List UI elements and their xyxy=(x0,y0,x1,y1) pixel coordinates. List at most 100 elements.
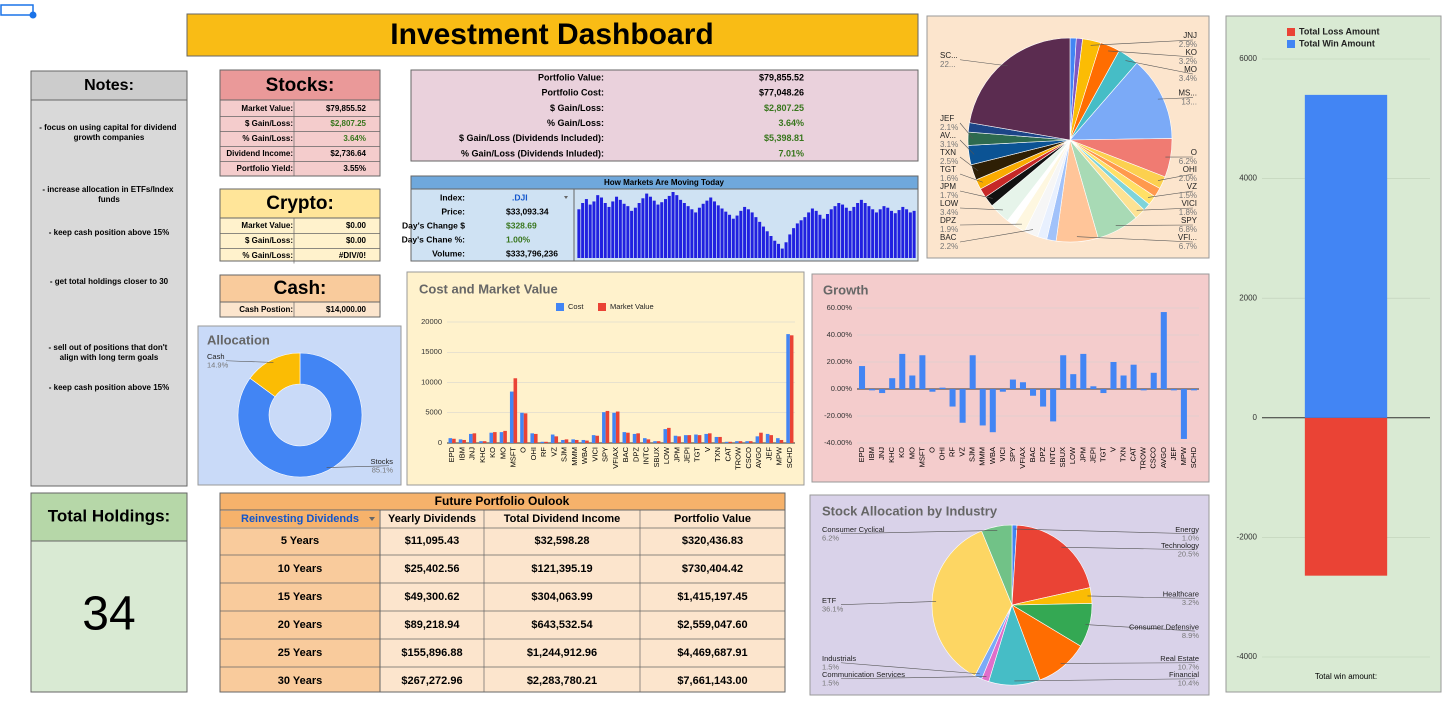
slice-label: VICI xyxy=(1181,199,1197,208)
bar xyxy=(1160,312,1167,389)
y-tick-label: 20.00% xyxy=(827,357,853,366)
leader-line xyxy=(1136,207,1194,211)
leader-line xyxy=(1157,173,1194,181)
legend-swatch xyxy=(1287,28,1295,36)
bar xyxy=(540,441,545,443)
bar xyxy=(632,433,637,443)
bar xyxy=(728,441,733,443)
leader-line xyxy=(959,156,979,172)
slice-label: MO xyxy=(1184,65,1197,74)
stocks-header xyxy=(219,69,381,101)
table-cell: $643,532.54 xyxy=(531,619,593,631)
spark-bar xyxy=(754,217,758,258)
legend-swatch xyxy=(598,303,606,311)
slice-value: 3.2% xyxy=(1182,598,1199,607)
bar xyxy=(656,441,661,443)
spark-bar xyxy=(645,193,649,258)
x-tick-label: INTC xyxy=(1048,446,1057,464)
x-tick-label: SJM xyxy=(560,447,569,462)
spark-bar xyxy=(825,214,829,258)
slice-value: 2.9% xyxy=(1179,40,1197,49)
slice-label: JNJ xyxy=(1183,31,1197,40)
crypto-header xyxy=(219,188,381,219)
spark-bar xyxy=(874,212,878,258)
spark-bar xyxy=(660,202,664,258)
x-tick-label: CSCO xyxy=(1149,447,1158,469)
bar xyxy=(612,412,616,443)
bar xyxy=(1009,379,1016,389)
spark-bar xyxy=(679,199,683,258)
spark-bar xyxy=(799,220,803,258)
legend-swatch xyxy=(1287,40,1295,48)
x-tick-label: TROW xyxy=(734,446,743,470)
pie-slice xyxy=(1069,62,1173,141)
row-value: $79,855.52 xyxy=(326,104,367,113)
slice-label: Consumer Defensive xyxy=(1129,622,1199,631)
spark-bar xyxy=(712,201,716,258)
x-tick-label: INTC xyxy=(642,446,651,464)
crypto-title: Crypto: xyxy=(266,193,334,214)
x-tick-label: IBM xyxy=(867,447,876,460)
y-tick-label: 15000 xyxy=(421,347,442,356)
slice-label: VZ xyxy=(1187,182,1197,191)
row-label: $ Gain/Loss: xyxy=(550,103,604,113)
spark-bar xyxy=(878,209,882,258)
spark-bar xyxy=(897,210,901,258)
leader-line xyxy=(840,601,937,605)
row-label: Cash Postion: xyxy=(239,305,293,314)
leader-line xyxy=(326,465,390,468)
row-value: $0.00 xyxy=(346,236,367,245)
leader-line xyxy=(959,59,1008,67)
spark-bar xyxy=(637,203,641,258)
x-tick-label: CAT xyxy=(723,447,732,462)
spark-bar xyxy=(667,195,671,258)
spark-bar xyxy=(829,209,833,258)
growth-panel xyxy=(811,273,1210,483)
legend-label: Market Value xyxy=(610,302,654,311)
row-value: $2,807.25 xyxy=(764,103,804,113)
slice-value: 1.0% xyxy=(1182,533,1199,542)
row-value: .DJI xyxy=(512,192,528,202)
leader-line xyxy=(1060,662,1196,664)
spark-bar xyxy=(758,221,762,258)
x-tick-label: VZ xyxy=(549,447,558,457)
spark-bar xyxy=(664,199,668,258)
spark-bar xyxy=(777,243,781,258)
bar xyxy=(1060,355,1067,389)
bar xyxy=(718,436,722,443)
row-value: $79,855.52 xyxy=(759,72,804,82)
x-tick-label: VFIAX xyxy=(611,447,620,469)
slice-value: 2.5% xyxy=(940,157,958,166)
bar xyxy=(735,441,739,443)
bar xyxy=(520,412,524,443)
leader-line xyxy=(1108,50,1194,58)
spark-bar xyxy=(611,201,615,258)
spark-bar xyxy=(686,206,690,258)
spark-bar xyxy=(641,198,645,258)
x-tick-label: MO xyxy=(498,447,507,459)
spark-bar xyxy=(596,195,600,258)
bar xyxy=(979,389,986,426)
bar xyxy=(765,433,770,443)
table-cell: $121,395.19 xyxy=(531,563,592,575)
x-tick-label: VICI xyxy=(998,447,1007,462)
spark-bar xyxy=(618,199,622,258)
slice-value: 2.2% xyxy=(940,242,958,251)
x-tick-label: KHC xyxy=(478,446,487,462)
x-tick-label: JPM xyxy=(672,447,681,462)
slice-value: 3.4% xyxy=(940,208,958,217)
x-tick-label: CAT xyxy=(1129,447,1138,462)
bar xyxy=(714,436,719,443)
selection-box xyxy=(0,4,34,16)
spark-bar xyxy=(648,196,652,258)
spark-bar xyxy=(716,205,720,258)
table-cell: $32,598.28 xyxy=(534,535,589,547)
leader-line xyxy=(959,173,983,183)
notes-title: Notes: xyxy=(84,77,134,94)
slice-label: BAC xyxy=(940,233,957,242)
slice-value: 3.4% xyxy=(1179,74,1197,83)
x-tick-label: JEPI xyxy=(683,447,692,463)
bar xyxy=(554,436,559,443)
spark-bar xyxy=(603,203,607,258)
x-tick-label: KO xyxy=(488,447,497,458)
